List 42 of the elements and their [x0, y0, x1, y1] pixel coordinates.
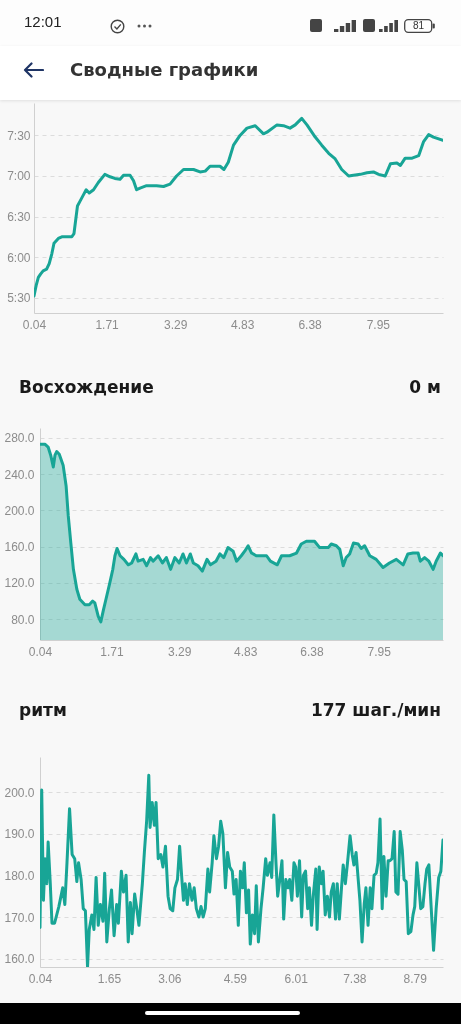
x-tick-label: 0.04 [28, 971, 53, 986]
x-tick-label: 7.95 [366, 317, 391, 332]
x-tick-label: 1.71 [100, 644, 125, 659]
y-tick-label: 160.0 [4, 952, 35, 967]
x-tick-label: 7.95 [367, 644, 392, 659]
y-tick-label: 7:00 [7, 169, 31, 184]
text: 12:01 [24, 13, 62, 30]
y-tick-label: 6:00 [7, 250, 31, 265]
y-tick-label: 80.0 [11, 612, 35, 627]
y-tick-label: 280.0 [4, 431, 35, 446]
y-tick-label: 240.0 [4, 467, 35, 482]
y-tick-label: 190.0 [4, 827, 35, 842]
chart-title: Восхождение [19, 376, 154, 398]
x-tick-label: 3.29 [168, 644, 192, 659]
x-tick-label: 0.04 [28, 644, 53, 659]
x-tick-label: 0.04 [22, 317, 47, 332]
y-tick-label: 200.0 [4, 503, 35, 518]
x-tick-label: 6.38 [300, 644, 325, 659]
x-tick-label: 7.38 [343, 971, 367, 986]
y-tick-label: 7:30 [7, 128, 31, 143]
x-tick-label: 3.29 [164, 317, 188, 332]
chart-title: ритм [19, 699, 67, 721]
x-tick-label: 4.59 [223, 971, 248, 986]
chart-subtitle: 177 шаг./мин [310, 699, 441, 721]
x-tick-label: 4.83 [233, 644, 258, 659]
x-tick-label: 3.06 [158, 971, 182, 986]
y-tick-label: 5:30 [7, 291, 31, 306]
y-tick-label: 200.0 [4, 785, 35, 800]
y-tick-label: 170.0 [4, 910, 35, 925]
y-tick-label: 160.0 [4, 540, 35, 555]
line-series [34, 116, 443, 298]
x-tick-label: 6.01 [284, 971, 309, 986]
chart-title: Сводные графики [70, 58, 259, 82]
x-tick-label: 1.71 [95, 317, 120, 332]
x-tick-label: 4.83 [231, 317, 255, 332]
chart-subtitle: 0 м [409, 376, 441, 398]
y-tick-label: 180.0 [4, 868, 35, 883]
x-tick-label: 6.38 [298, 317, 323, 332]
x-tick-label: 8.79 [403, 971, 428, 986]
y-tick-label: 6:30 [7, 210, 31, 225]
x-tick-label: 1.65 [97, 971, 122, 986]
y-tick-label: 120.0 [4, 576, 35, 591]
